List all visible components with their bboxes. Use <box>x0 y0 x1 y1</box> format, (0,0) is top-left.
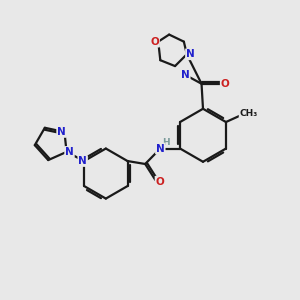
Text: N: N <box>78 156 87 166</box>
Text: CH₃: CH₃ <box>239 109 258 118</box>
Text: O: O <box>150 37 159 46</box>
Text: N: N <box>181 70 190 80</box>
Text: O: O <box>155 177 164 187</box>
Text: N: N <box>156 143 165 154</box>
Text: N: N <box>65 147 74 157</box>
Text: N: N <box>57 127 66 137</box>
Text: N: N <box>186 49 195 59</box>
Text: O: O <box>221 79 230 89</box>
Text: H: H <box>162 137 170 146</box>
